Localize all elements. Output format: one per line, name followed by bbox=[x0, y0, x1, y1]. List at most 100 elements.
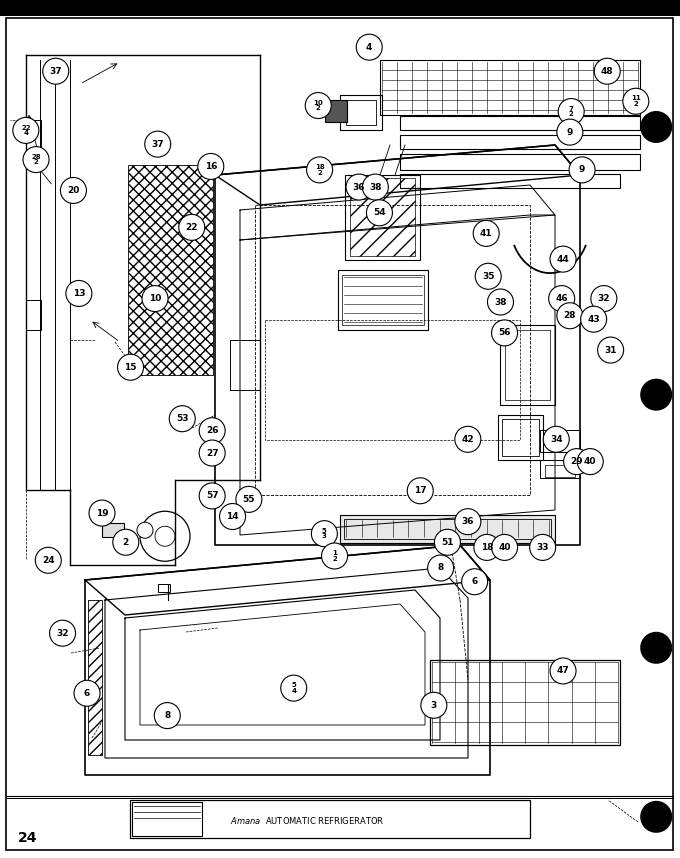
Bar bbox=[345, 175, 420, 260]
Circle shape bbox=[50, 620, 75, 646]
Circle shape bbox=[407, 478, 433, 504]
Text: 32: 32 bbox=[598, 294, 610, 303]
Bar bbox=[338, 270, 428, 330]
Text: 17: 17 bbox=[414, 486, 426, 495]
Circle shape bbox=[322, 543, 347, 569]
Bar bbox=[380, 60, 640, 115]
Text: 44: 44 bbox=[557, 255, 569, 263]
Bar bbox=[0, 0, 680, 16]
Circle shape bbox=[169, 406, 195, 432]
Circle shape bbox=[530, 535, 556, 560]
Text: 29: 29 bbox=[571, 457, 583, 466]
Text: 6: 6 bbox=[84, 689, 90, 698]
Text: 24: 24 bbox=[18, 831, 37, 845]
Circle shape bbox=[581, 306, 607, 332]
Bar bbox=[265, 320, 520, 440]
Circle shape bbox=[640, 378, 673, 411]
Circle shape bbox=[23, 147, 49, 172]
Text: 15: 15 bbox=[124, 363, 137, 372]
Circle shape bbox=[557, 119, 583, 145]
Circle shape bbox=[473, 221, 499, 246]
Circle shape bbox=[35, 547, 61, 573]
Text: 26: 26 bbox=[206, 426, 218, 435]
Text: 19: 19 bbox=[96, 509, 108, 517]
Text: 37: 37 bbox=[50, 67, 62, 76]
Circle shape bbox=[488, 289, 513, 315]
Bar bbox=[540, 460, 580, 478]
Text: 31: 31 bbox=[605, 346, 617, 354]
Circle shape bbox=[462, 569, 488, 595]
Circle shape bbox=[550, 658, 576, 684]
Text: 1
2: 1 2 bbox=[332, 550, 337, 562]
Circle shape bbox=[307, 157, 333, 183]
Circle shape bbox=[455, 509, 481, 535]
Circle shape bbox=[13, 118, 39, 143]
Circle shape bbox=[428, 555, 454, 581]
Text: 37: 37 bbox=[152, 140, 164, 148]
Text: 18
2: 18 2 bbox=[315, 164, 324, 176]
Circle shape bbox=[569, 157, 595, 183]
Bar bbox=[540, 430, 580, 452]
Circle shape bbox=[199, 483, 225, 509]
Text: 38: 38 bbox=[494, 298, 507, 306]
Bar bbox=[400, 135, 640, 149]
Bar bbox=[344, 519, 551, 539]
Bar bbox=[255, 205, 530, 495]
Circle shape bbox=[198, 154, 224, 179]
Circle shape bbox=[145, 131, 171, 157]
Text: 32: 32 bbox=[56, 629, 69, 637]
Text: 42: 42 bbox=[462, 435, 474, 444]
Text: 9: 9 bbox=[579, 166, 585, 174]
Circle shape bbox=[61, 178, 86, 203]
Text: 43: 43 bbox=[588, 315, 600, 323]
Text: 5
4: 5 4 bbox=[291, 682, 296, 694]
Circle shape bbox=[640, 801, 673, 833]
Text: 41: 41 bbox=[480, 229, 492, 238]
Bar bbox=[340, 515, 555, 543]
Text: 14: 14 bbox=[226, 512, 239, 521]
Text: 10: 10 bbox=[149, 294, 161, 303]
Bar bbox=[88, 600, 102, 755]
Text: 22: 22 bbox=[186, 223, 198, 232]
Text: $\mathit{Amana}$  AUTOMATIC REFRIGERATOR: $\mathit{Amana}$ AUTOMATIC REFRIGERATOR bbox=[230, 814, 385, 825]
Circle shape bbox=[549, 286, 575, 311]
Circle shape bbox=[179, 214, 205, 240]
Text: 9: 9 bbox=[566, 128, 573, 136]
Circle shape bbox=[543, 426, 569, 452]
Text: 27: 27 bbox=[206, 449, 218, 457]
Text: 2: 2 bbox=[122, 538, 129, 547]
Circle shape bbox=[558, 99, 584, 124]
Circle shape bbox=[591, 286, 617, 311]
Circle shape bbox=[220, 504, 245, 529]
Circle shape bbox=[598, 337, 624, 363]
Text: 55: 55 bbox=[243, 495, 255, 504]
Circle shape bbox=[137, 523, 153, 538]
Bar bbox=[342, 275, 424, 325]
Circle shape bbox=[362, 174, 388, 200]
Circle shape bbox=[305, 93, 331, 118]
Text: 38: 38 bbox=[369, 183, 381, 191]
Text: 11
2: 11 2 bbox=[631, 95, 641, 107]
Circle shape bbox=[564, 449, 590, 474]
Bar bbox=[128, 165, 213, 375]
Text: 56: 56 bbox=[498, 329, 511, 337]
Text: 7
2: 7 2 bbox=[568, 106, 574, 118]
Text: 34: 34 bbox=[550, 435, 562, 444]
Text: 36: 36 bbox=[353, 183, 365, 191]
Bar bbox=[26, 300, 41, 330]
Text: 36: 36 bbox=[462, 517, 474, 526]
Circle shape bbox=[594, 58, 620, 84]
Circle shape bbox=[492, 535, 517, 560]
Text: 13: 13 bbox=[73, 289, 85, 298]
Circle shape bbox=[455, 426, 481, 452]
Circle shape bbox=[89, 500, 115, 526]
Text: 33: 33 bbox=[537, 543, 549, 552]
Text: 8: 8 bbox=[437, 564, 444, 572]
Text: 10
2: 10 2 bbox=[313, 100, 323, 112]
Text: 8: 8 bbox=[164, 711, 171, 720]
Circle shape bbox=[199, 418, 225, 444]
Text: 3: 3 bbox=[430, 701, 437, 710]
Circle shape bbox=[475, 263, 501, 289]
Bar bbox=[498, 415, 543, 460]
Circle shape bbox=[474, 535, 500, 560]
